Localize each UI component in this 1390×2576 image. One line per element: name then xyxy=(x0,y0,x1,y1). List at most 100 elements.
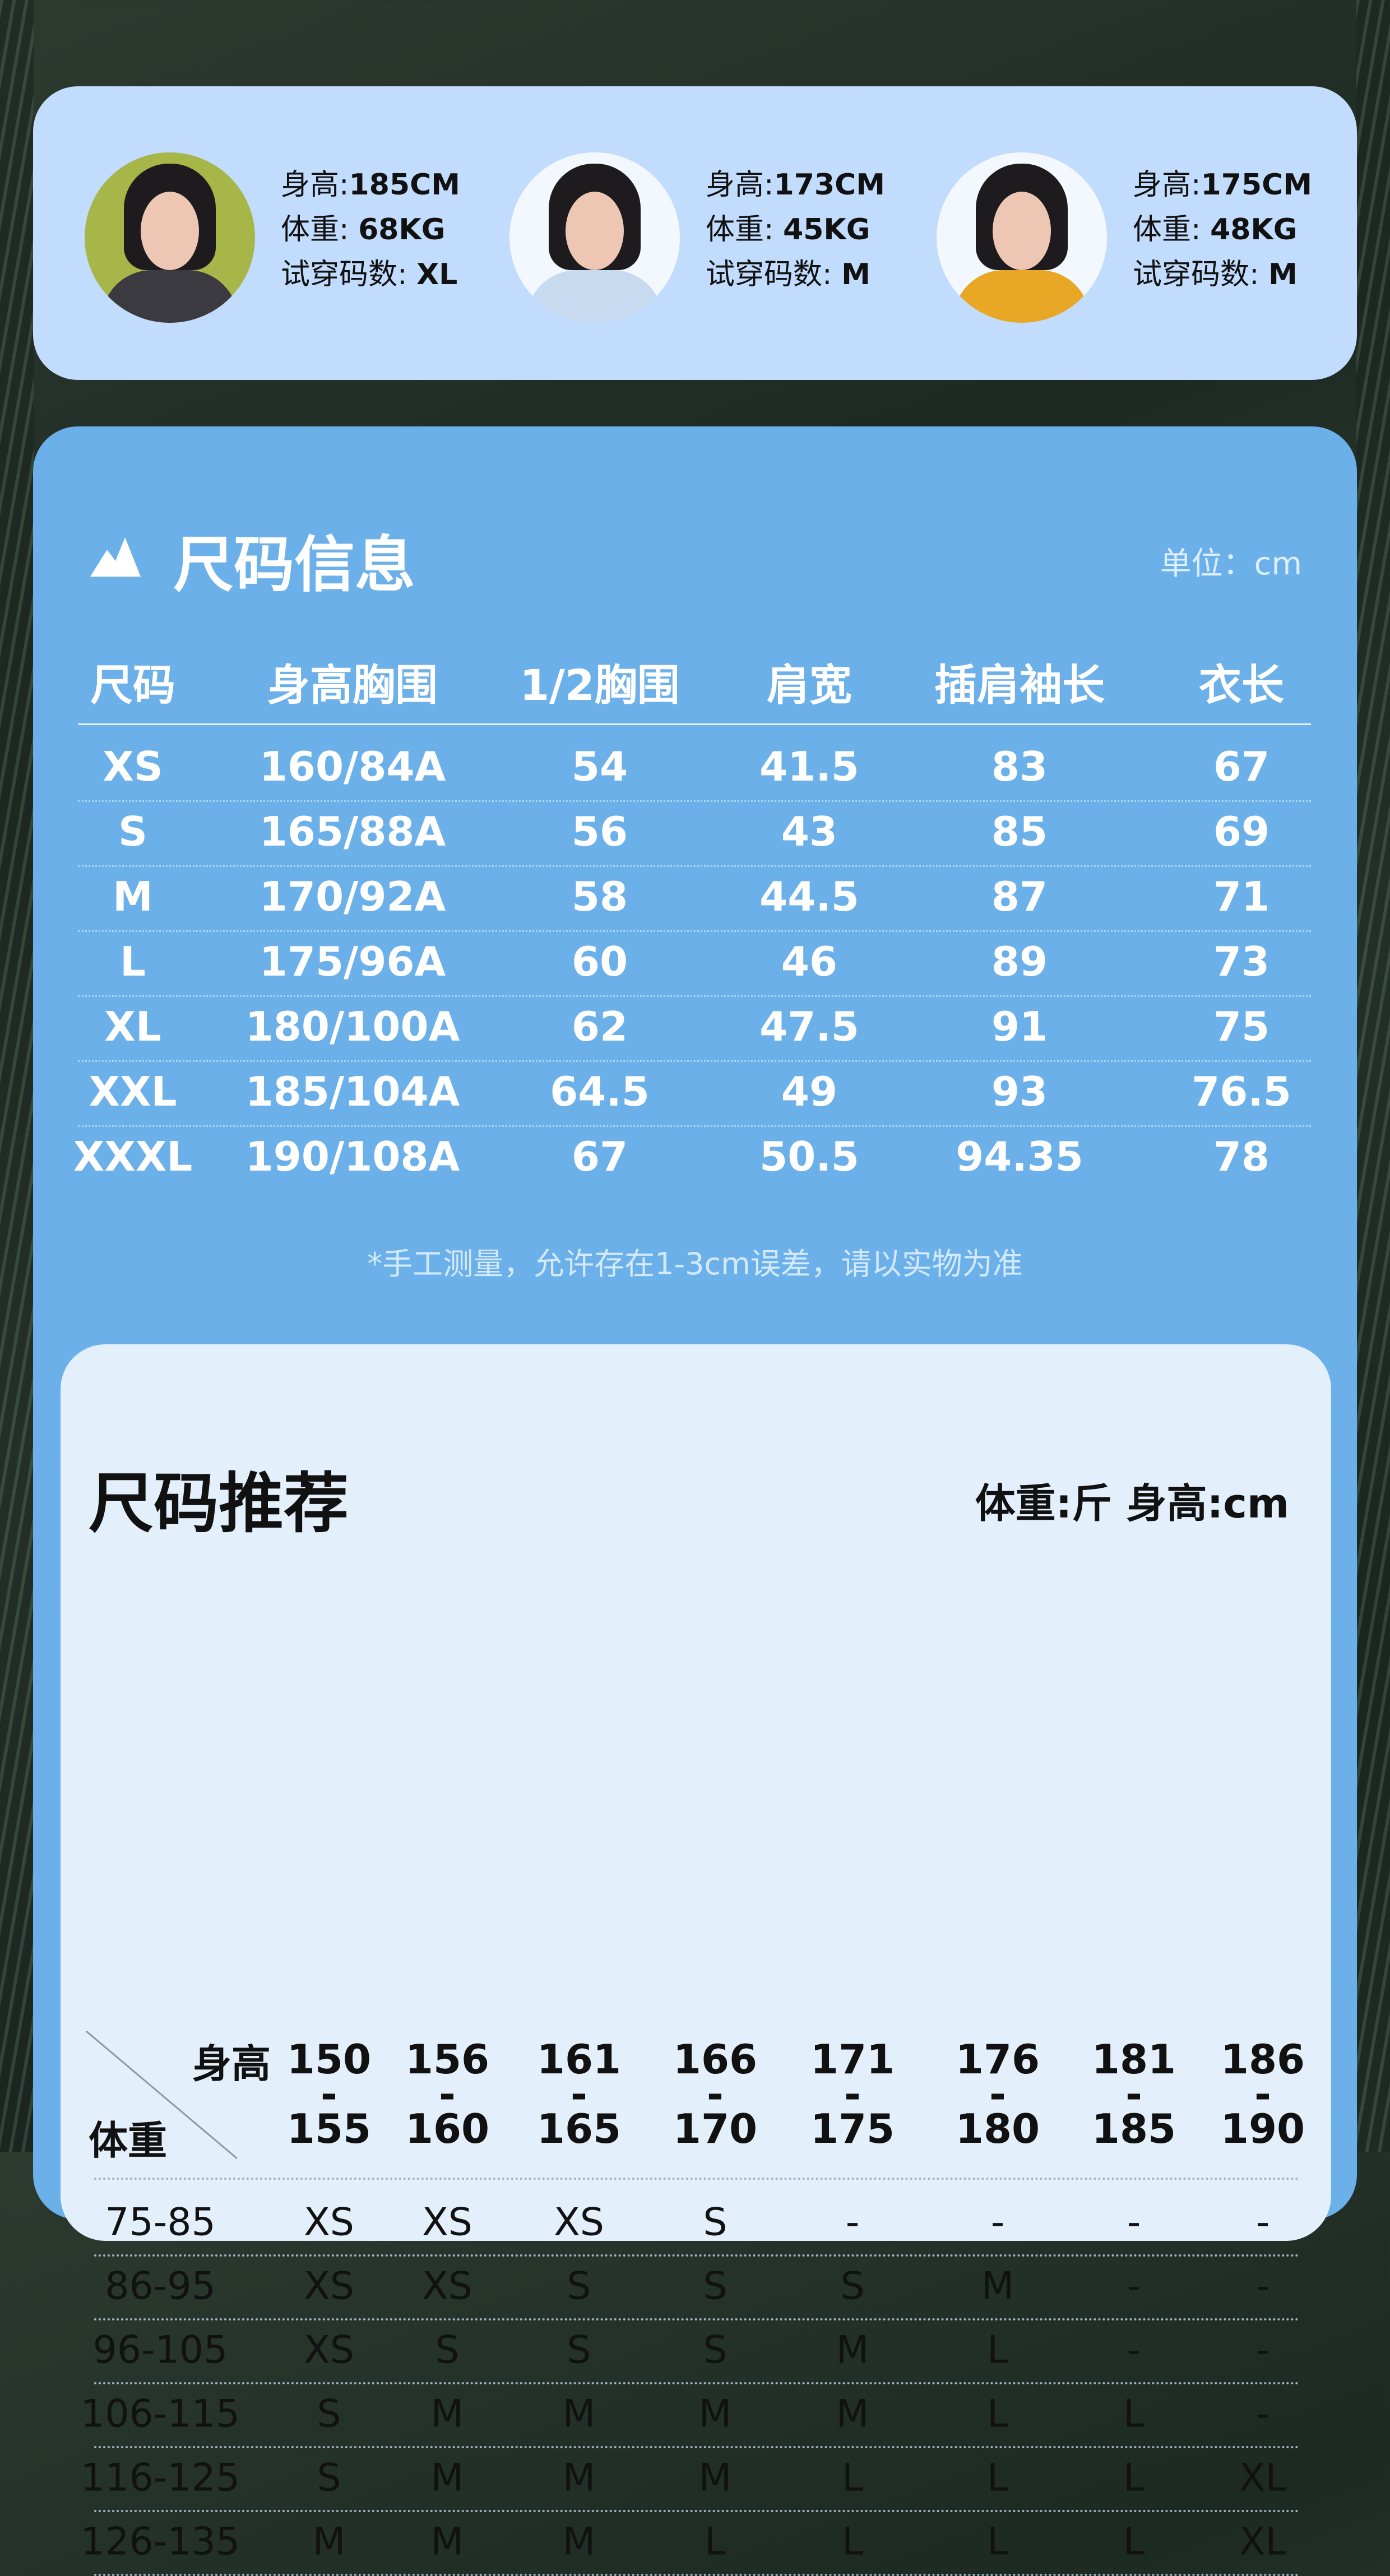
height-range-part: 180 xyxy=(955,2105,1040,2152)
mountain-icon xyxy=(90,537,141,577)
model-height-label: 身高: xyxy=(281,168,349,202)
row-divider xyxy=(78,995,1311,997)
table-cell: 76.5 xyxy=(1192,1068,1291,1115)
table-cell: 47.5 xyxy=(759,1003,859,1050)
model-stats: 身高:175CM 体重: 48KG 试穿码数: M xyxy=(1133,163,1312,297)
table-cell: 75 xyxy=(1213,1003,1270,1050)
recommended-size: XS xyxy=(304,2328,354,2373)
model-profile: 身高:175CM 体重: 48KG 试穿码数: M xyxy=(937,152,1363,323)
height-range-part: 190 xyxy=(1220,2105,1305,2152)
recommended-size: M xyxy=(698,2392,732,2436)
model-profile: 身高:173CM 体重: 45KG 试穿码数: M xyxy=(509,152,935,323)
weight-range: 106-115 xyxy=(80,2392,240,2436)
model-stat-line: 体重: 68KG xyxy=(281,207,460,252)
background-grass xyxy=(1356,0,1390,2152)
height-range-part: - xyxy=(1125,2071,1142,2118)
row-divider xyxy=(78,1060,1311,1062)
table-cell: 190/108A xyxy=(245,1133,460,1180)
table-cell: 160/84A xyxy=(259,743,446,790)
recommended-size: - xyxy=(1127,2328,1141,2373)
recommended-size: M xyxy=(836,2328,869,2373)
model-stat-line: 身高:185CM xyxy=(281,163,460,207)
table-cell: 175/96A xyxy=(259,938,446,985)
row-divider xyxy=(78,930,1311,932)
row-divider-dotted xyxy=(94,2574,1299,2576)
recommended-size: - xyxy=(1127,2200,1141,2245)
recommended-size: - xyxy=(1255,2200,1270,2245)
recommended-size: - xyxy=(990,2200,1005,2245)
table-cell: 165/88A xyxy=(259,808,446,855)
height-range-part: - xyxy=(989,2071,1006,2118)
table-cell: 71 xyxy=(1213,873,1270,920)
model-weight-value: 68KG xyxy=(358,213,446,247)
table-cell: 60 xyxy=(571,938,628,985)
recommended-size: M xyxy=(562,2392,596,2436)
table-cell: XXXL xyxy=(73,1133,193,1180)
height-range-header: 176-180 xyxy=(955,2039,1040,2152)
height-range-part: 161 xyxy=(536,2036,622,2083)
recommended-size: L xyxy=(705,2519,726,2564)
weight-range: 75-85 xyxy=(105,2200,216,2245)
model-stat-line: 试穿码数: XL xyxy=(281,252,460,297)
table-cell: 93 xyxy=(991,1068,1048,1115)
table-cell: 44.5 xyxy=(759,873,859,920)
size-recommend-card: 尺码推荐 体重:斤 身高:cm 身高 体重 150-155 156-160 161-… xyxy=(61,1344,1331,2576)
model-weight-value: 45KG xyxy=(783,213,870,247)
weight-range: 126-135 xyxy=(80,2519,240,2564)
size-info-title: 尺码信息 xyxy=(173,530,416,600)
table-cell: 73 xyxy=(1213,938,1270,985)
recommended-size: L xyxy=(1123,2519,1145,2564)
recommended-size: M xyxy=(430,2456,464,2500)
header-divider-dotted xyxy=(94,2178,1299,2180)
height-range-part: 160 xyxy=(405,2105,490,2152)
table-cell: 56 xyxy=(571,808,628,855)
table-header: 1/2胸围 xyxy=(520,660,680,710)
table-cell: XL xyxy=(104,1003,161,1050)
height-range-header: 166-170 xyxy=(673,2039,757,2149)
height-range-header: 186-190 xyxy=(1220,2036,1305,2152)
model-height-label: 身高: xyxy=(1133,168,1201,202)
avatar-face xyxy=(993,192,1051,270)
measurement-note: *手工测量，允许存在1-3cm误差，请以实物为准 xyxy=(367,1246,1023,1282)
recommended-size: L xyxy=(1123,2392,1145,2436)
avatar-jacket xyxy=(526,270,663,323)
table-cell: L xyxy=(120,938,146,985)
recommended-size: M xyxy=(430,2519,464,2564)
model-size-label: 试穿码数: xyxy=(281,258,417,291)
row-divider xyxy=(78,1125,1311,1127)
height-range-part: - xyxy=(844,2071,861,2118)
row-divider-dotted xyxy=(94,2254,1299,2257)
row-divider-dotted xyxy=(94,2318,1299,2320)
model-size-label: 试穿码数: xyxy=(706,258,842,291)
table-cell: 58 xyxy=(571,873,628,920)
recommended-size: XS xyxy=(304,2264,354,2309)
model-stat-line: 身高:173CM xyxy=(706,163,885,207)
height-range-part: 150 xyxy=(286,2036,372,2083)
table-cell: 67 xyxy=(1213,743,1270,790)
corner-diagonal xyxy=(86,2031,238,2160)
size-info-panel: 尺码信息 单位：cm *手工测量，允许存在1-3cm误差，请以实物为准 尺码推荐… xyxy=(33,426,1357,2576)
height-range-part: 186 xyxy=(1220,2036,1305,2083)
model-card: 身高:185CM 体重: 68KG 试穿码数: XL 身高:173CM 体重: 45KG… xyxy=(33,86,1357,380)
height-range-header: 181-185 xyxy=(1092,2039,1176,2149)
recommended-size: M xyxy=(562,2456,596,2500)
table-cell: 180/100A xyxy=(245,1003,460,1050)
recommend-units: 体重:斤 身高:cm xyxy=(975,1480,1289,1527)
recommended-size: XS xyxy=(554,2200,604,2245)
table-cell: 69 xyxy=(1213,808,1270,855)
model-stat-line: 体重: 48KG xyxy=(1133,207,1312,252)
recommended-size: M xyxy=(430,2392,464,2436)
background-grass xyxy=(0,0,34,2152)
recommended-size: - xyxy=(1127,2264,1141,2309)
table-cell: 78 xyxy=(1213,1133,1270,1180)
height-range-header: 156-160 xyxy=(405,2039,490,2152)
recommended-size: XS xyxy=(422,2264,472,2309)
recommended-size: - xyxy=(1255,2264,1270,2309)
table-header: 肩宽 xyxy=(767,660,852,710)
model-size-value: M xyxy=(1268,258,1298,291)
corner-weight-label: 体重 xyxy=(89,2118,167,2164)
recommended-size: L xyxy=(987,2392,1008,2436)
table-cell: S xyxy=(118,808,147,855)
model-stats: 身高:185CM 体重: 68KG 试穿码数: XL xyxy=(281,163,460,297)
avatar-face xyxy=(566,192,624,270)
